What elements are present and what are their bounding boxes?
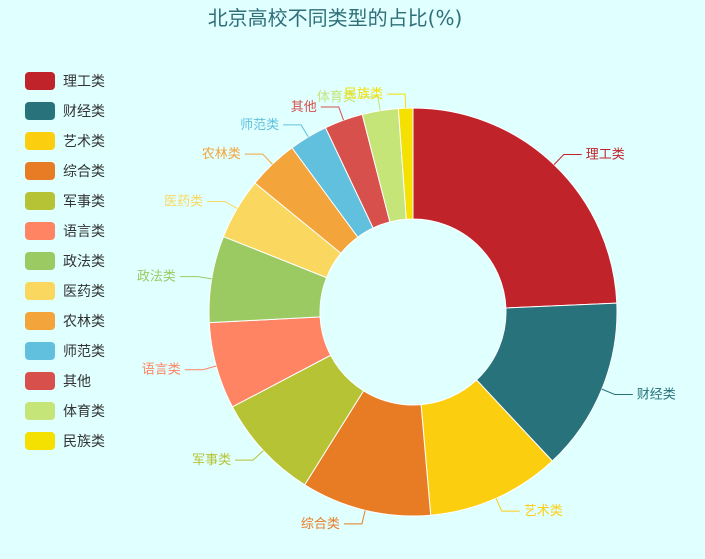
legend-item[interactable]: 政法类: [25, 246, 105, 276]
legend-item[interactable]: 其他: [25, 366, 105, 396]
label-line: [283, 124, 309, 138]
slice-label: 财经类: [637, 387, 676, 402]
label-line: [553, 154, 582, 165]
legend-item[interactable]: 理工类: [25, 66, 105, 96]
legend-label: 体育类: [63, 404, 105, 420]
slice-label: 艺术类: [524, 504, 563, 519]
label-line: [184, 365, 217, 371]
legend-swatch: [25, 402, 55, 420]
pie-slice[interactable]: [397, 107, 414, 220]
slice-label: 医药类: [164, 194, 203, 209]
label-line: [601, 388, 633, 395]
legend-swatch: [25, 432, 55, 450]
legend-label: 政法类: [63, 254, 105, 270]
legend-label: 艺术类: [63, 134, 105, 150]
slice-label: 师范类: [240, 118, 279, 133]
legend-swatch: [25, 162, 55, 180]
slice-label: 军事类: [192, 453, 231, 468]
label-line: [343, 510, 366, 525]
legend-item[interactable]: 农林类: [25, 306, 105, 336]
pie-slice[interactable]: [412, 107, 618, 309]
label-line: [495, 498, 520, 512]
legend-swatch: [25, 312, 55, 330]
legend-label: 其他: [63, 374, 91, 390]
legend-label: 民族类: [63, 434, 105, 450]
label-line: [235, 450, 264, 461]
legend-swatch: [25, 132, 55, 150]
legend-swatch: [25, 222, 55, 240]
legend-item[interactable]: 财经类: [25, 96, 105, 126]
legend-label: 综合类: [63, 164, 105, 180]
legend-label: 语言类: [63, 224, 105, 240]
label-line: [387, 93, 407, 109]
legend-swatch: [25, 192, 55, 210]
slice-label: 综合类: [301, 517, 340, 532]
label-line: [359, 96, 381, 111]
slice-label: 民族类: [344, 86, 383, 102]
slice-label: 理工类: [586, 148, 625, 163]
legend-label: 医药类: [63, 284, 105, 300]
chart-title: 北京高校不同类型的占比(%): [207, 6, 463, 30]
legend-swatch: [25, 372, 55, 390]
legend-item[interactable]: 医药类: [25, 276, 105, 306]
legend-label: 财经类: [63, 104, 105, 120]
legend: 理工类财经类艺术类综合类军事类语言类政法类医药类农林类师范类其他体育类民族类: [25, 66, 105, 456]
pie-slice[interactable]: [475, 302, 618, 462]
legend-item[interactable]: 语言类: [25, 216, 105, 246]
legend-label: 理工类: [63, 74, 105, 90]
legend-item[interactable]: 师范类: [25, 336, 105, 366]
label-line: [207, 200, 238, 210]
legend-label: 农林类: [63, 314, 105, 330]
legend-swatch: [25, 342, 55, 360]
slice-label: 农林类: [202, 147, 241, 162]
legend-label: 军事类: [63, 194, 105, 210]
legend-item[interactable]: 体育类: [25, 396, 105, 426]
legend-item[interactable]: 军事类: [25, 186, 105, 216]
label-line: [179, 276, 212, 280]
legend-item[interactable]: 艺术类: [25, 126, 105, 156]
slice-label: 政法类: [137, 270, 176, 285]
slice-label: 其他: [291, 100, 317, 115]
label-line: [244, 153, 273, 165]
legend-item[interactable]: 综合类: [25, 156, 105, 186]
slice-label: 体育类: [317, 89, 356, 105]
legend-item[interactable]: 民族类: [25, 426, 105, 456]
slice-label: 语言类: [142, 363, 181, 378]
label-line: [320, 106, 345, 121]
legend-label: 师范类: [63, 344, 105, 360]
legend-swatch: [25, 72, 55, 90]
legend-swatch: [25, 102, 55, 120]
legend-swatch: [25, 252, 55, 270]
legend-swatch: [25, 282, 55, 300]
